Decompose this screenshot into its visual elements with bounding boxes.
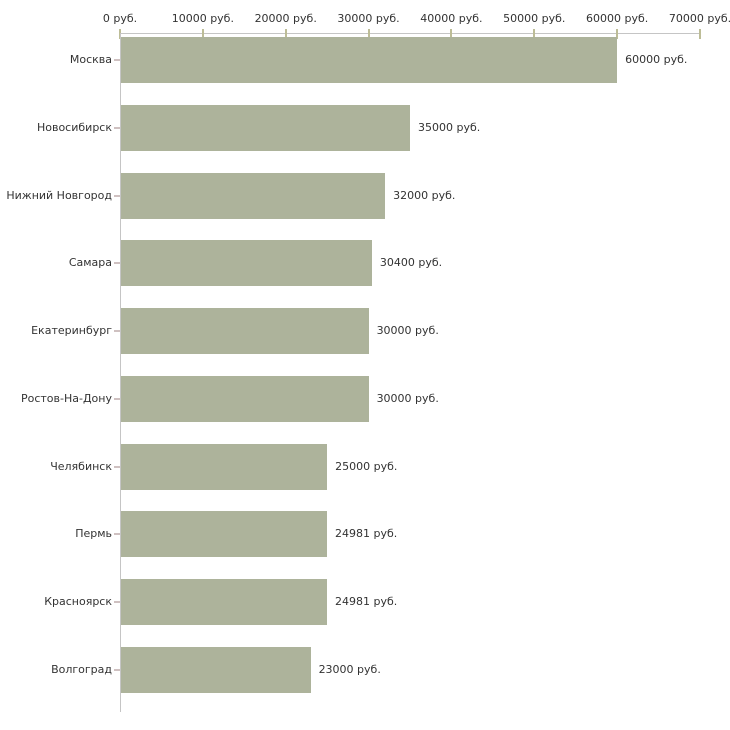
category-label: Нижний Новгород	[6, 188, 112, 202]
category-label: Красноярск	[44, 595, 112, 609]
x-axis-tick-mark	[367, 29, 370, 39]
x-axis-tick-label: 50000 руб.	[503, 12, 566, 25]
bar	[121, 647, 311, 694]
bar-value-label: 32000 руб.	[393, 188, 456, 202]
category-tick-mark	[114, 330, 120, 333]
bar-value-label: 23000 руб.	[318, 663, 381, 677]
category-label: Новосибирск	[36, 120, 112, 134]
category-tick-mark	[114, 59, 120, 61]
x-axis-tick-mark	[450, 29, 453, 39]
x-axis-tick-label: 60000 руб.	[586, 12, 649, 25]
y-axis-line	[120, 33, 121, 712]
category-tick-mark	[114, 601, 120, 604]
x-axis-tick-mark	[201, 29, 204, 39]
category-tick-mark	[114, 194, 120, 197]
x-axis-tick-mark	[284, 29, 287, 39]
x-axis-tick-label: 10000 руб.	[171, 12, 234, 25]
x-axis-tick-label: 70000 руб.	[668, 12, 730, 25]
bar-value-label: 24981 руб.	[334, 595, 398, 609]
x-axis-tick-label: 40000 руб.	[420, 12, 483, 25]
category-tick-mark	[114, 533, 120, 536]
category-tick-mark	[114, 669, 120, 672]
x-axis-tick-label: 30000 руб.	[337, 12, 400, 25]
x-axis-tick-label: 20000 руб.	[254, 12, 317, 25]
category-label: Москва	[69, 53, 112, 66]
category-tick-mark	[114, 126, 120, 129]
bar-value-label: 30400 руб.	[379, 256, 443, 270]
bar-value-label: 60000 руб.	[625, 53, 688, 66]
category-tick-mark	[114, 465, 120, 468]
bar	[121, 579, 327, 626]
category-label: Челябинск	[50, 459, 112, 473]
bar-value-label: 24981 руб.	[334, 527, 398, 541]
bar-value-label: 25000 руб.	[335, 459, 398, 473]
x-axis-tick-mark	[616, 29, 619, 39]
bar	[121, 443, 328, 490]
category-tick-mark	[114, 397, 120, 400]
x-axis-tick-label: 0 руб.	[102, 12, 138, 25]
x-axis-tick-mark	[533, 29, 536, 39]
bar	[121, 375, 369, 422]
bar-value-label: 30000 руб.	[376, 391, 439, 405]
x-axis-line	[120, 33, 700, 34]
bar	[121, 511, 327, 558]
category-label: Ростов-На-Дону	[20, 391, 112, 405]
category-label: Волгоград	[51, 663, 112, 677]
bar	[121, 240, 372, 287]
category-label: Пермь	[75, 527, 112, 541]
bar-value-label: 30000 руб.	[376, 324, 439, 338]
category-tick-mark	[114, 262, 120, 265]
bar	[121, 308, 369, 355]
category-label: Екатеринбург	[31, 324, 112, 338]
bar-value-label: 35000 руб.	[418, 120, 481, 134]
bar	[121, 104, 410, 151]
x-axis-tick-mark	[699, 29, 701, 39]
bar	[121, 37, 618, 83]
category-label: Самара	[68, 256, 112, 270]
bar	[121, 172, 386, 219]
